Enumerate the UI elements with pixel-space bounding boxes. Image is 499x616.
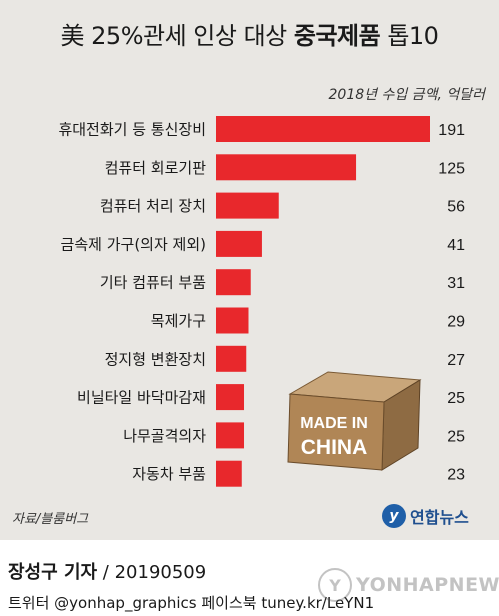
reporter-name: 장성구 기자 <box>8 562 98 583</box>
title-suffix: 톱10 <box>380 22 439 50</box>
category-label: 기타 컴퓨터 부품 <box>100 274 206 292</box>
category-label: 자동차 부품 <box>132 465 206 483</box>
bar <box>216 345 247 372</box>
category-label: 비닐타일 바닥마감재 <box>77 389 206 407</box>
yonhap-logo-text: 연합뉴스 <box>410 508 469 527</box>
value-label: 41 <box>447 237 465 254</box>
bar <box>216 192 279 219</box>
watermark-icon: Y <box>318 568 352 602</box>
title-prefix: 美 25%관세 인상 대상 <box>60 22 294 50</box>
yonhap-logo: y 연합뉴스 <box>382 502 492 530</box>
chart-title: 美 25%관세 인상 대상 중국제품 톱10 <box>0 16 499 51</box>
bar <box>216 460 242 487</box>
box-label-line1: MADE IN <box>300 415 368 432</box>
bar <box>216 269 251 296</box>
category-label: 정지형 변환장치 <box>105 350 206 368</box>
value-label: 27 <box>447 352 465 369</box>
bar <box>216 230 262 257</box>
category-label: 컴퓨터 처리 장치 <box>100 197 206 215</box>
box-label-line2: CHINA <box>301 436 368 459</box>
value-label: 191 <box>438 122 465 139</box>
bar <box>216 307 249 334</box>
source-note: 자료/블룸버그 <box>12 512 89 527</box>
watermark: Y YONHAPNEWS <box>318 568 499 602</box>
bar <box>216 422 245 449</box>
social-links: 트위터 @yonhap_graphics 페이스북 tuney.kr/LeYN1 <box>8 594 375 612</box>
category-label: 나무골격의자 <box>123 427 206 445</box>
yonhap-logo-icon: y <box>382 504 406 528</box>
bar-chart: 휴대전화기 등 통신장비 191 컴퓨터 회로기판 125 컴퓨터 처리 장치 56 금속제… <box>58 116 465 487</box>
bar <box>216 384 245 411</box>
category-label: 컴퓨터 회로기판 <box>105 159 207 177</box>
title-bold: 중국제품 <box>293 22 381 50</box>
reporter-line: 장성구 기자 / 20190509 <box>8 558 206 584</box>
value-label: 23 <box>447 467 465 484</box>
value-label: 31 <box>447 275 465 292</box>
reporter-date: / 20190509 <box>97 562 207 583</box>
value-label: 25 <box>447 428 465 445</box>
category-label: 휴대전화기 등 통신장비 <box>58 121 206 139</box>
category-label: 금속제 가구(의자 제외) <box>61 235 206 253</box>
unit-label: 2018년 수입 금액, 억달러 <box>328 87 485 103</box>
made-in-china-box-illustration: MADE IN CHINA <box>287 371 422 471</box>
bar <box>216 154 357 181</box>
bar <box>216 116 430 142</box>
value-label: 25 <box>447 390 465 407</box>
value-label: 56 <box>447 199 465 216</box>
value-label: 125 <box>438 160 465 177</box>
watermark-text: YONHAPNEWS <box>356 574 499 596</box>
value-label: 29 <box>447 314 465 331</box>
category-label: 목제가구 <box>151 312 206 330</box>
